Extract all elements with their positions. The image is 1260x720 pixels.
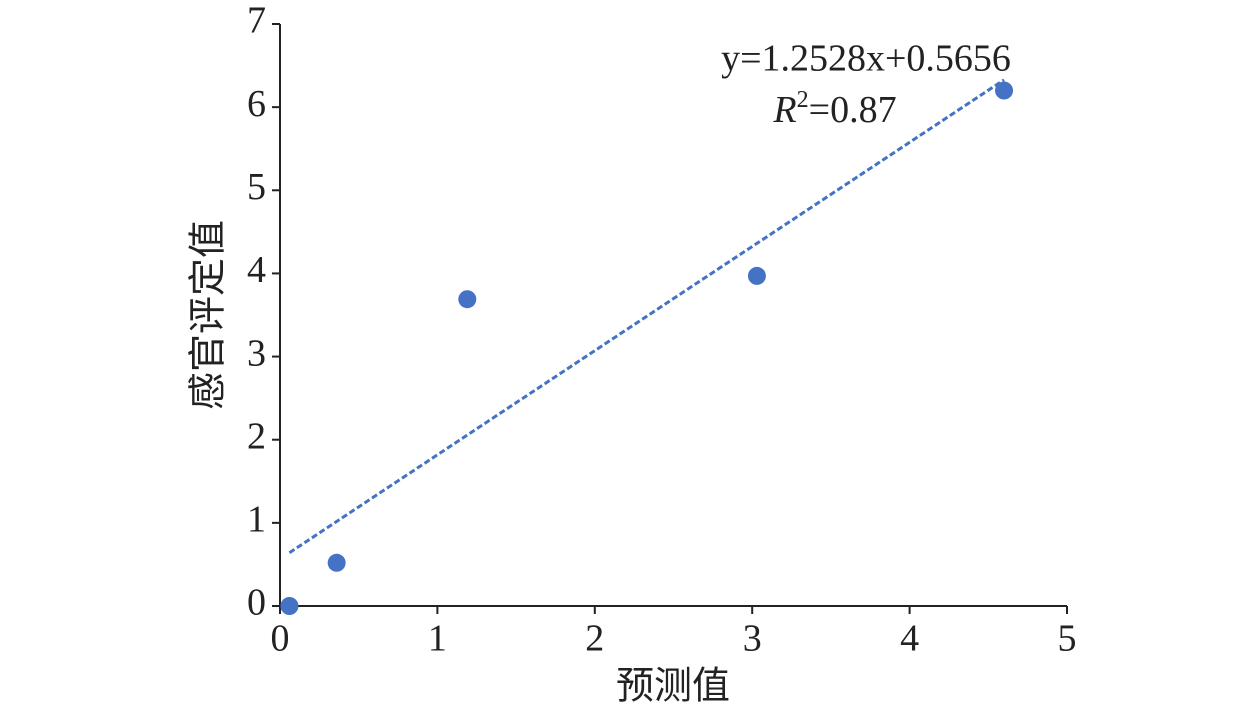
x-tick-label: 2 — [585, 618, 604, 660]
r2-symbol: R — [772, 89, 796, 131]
x-tick-label: 3 — [743, 618, 762, 660]
x-axis-title: 预测值 — [616, 666, 730, 708]
point — [458, 290, 477, 309]
point — [995, 81, 1014, 100]
y-tick-label: 7 — [247, 0, 266, 42]
x-tick-label: 0 — [271, 618, 290, 660]
trend-equation: y=1.2528x+0.5656 — [721, 38, 1011, 80]
r-squared: R2=0.87 — [772, 87, 896, 131]
y-tick-label: 6 — [247, 83, 266, 125]
x-tick-label: 1 — [428, 618, 447, 660]
y-axis-title: 感官评定值 — [188, 220, 230, 410]
r2-text: =0.87 — [809, 89, 897, 131]
point — [327, 553, 346, 572]
y-tick-label: 1 — [247, 499, 266, 541]
y-tick-label: 0 — [247, 582, 266, 624]
point — [747, 266, 766, 285]
trendline — [288, 78, 1005, 554]
point — [280, 597, 299, 615]
y-tick-label: 2 — [247, 415, 266, 457]
x-tick-label: 5 — [1058, 618, 1077, 660]
y-tick-label: 3 — [247, 332, 266, 374]
x-tick-label: 4 — [900, 618, 919, 660]
y-tick-label: 5 — [247, 166, 266, 208]
y-tick-label: 4 — [247, 249, 266, 291]
r2-exponent: 2 — [797, 87, 809, 113]
